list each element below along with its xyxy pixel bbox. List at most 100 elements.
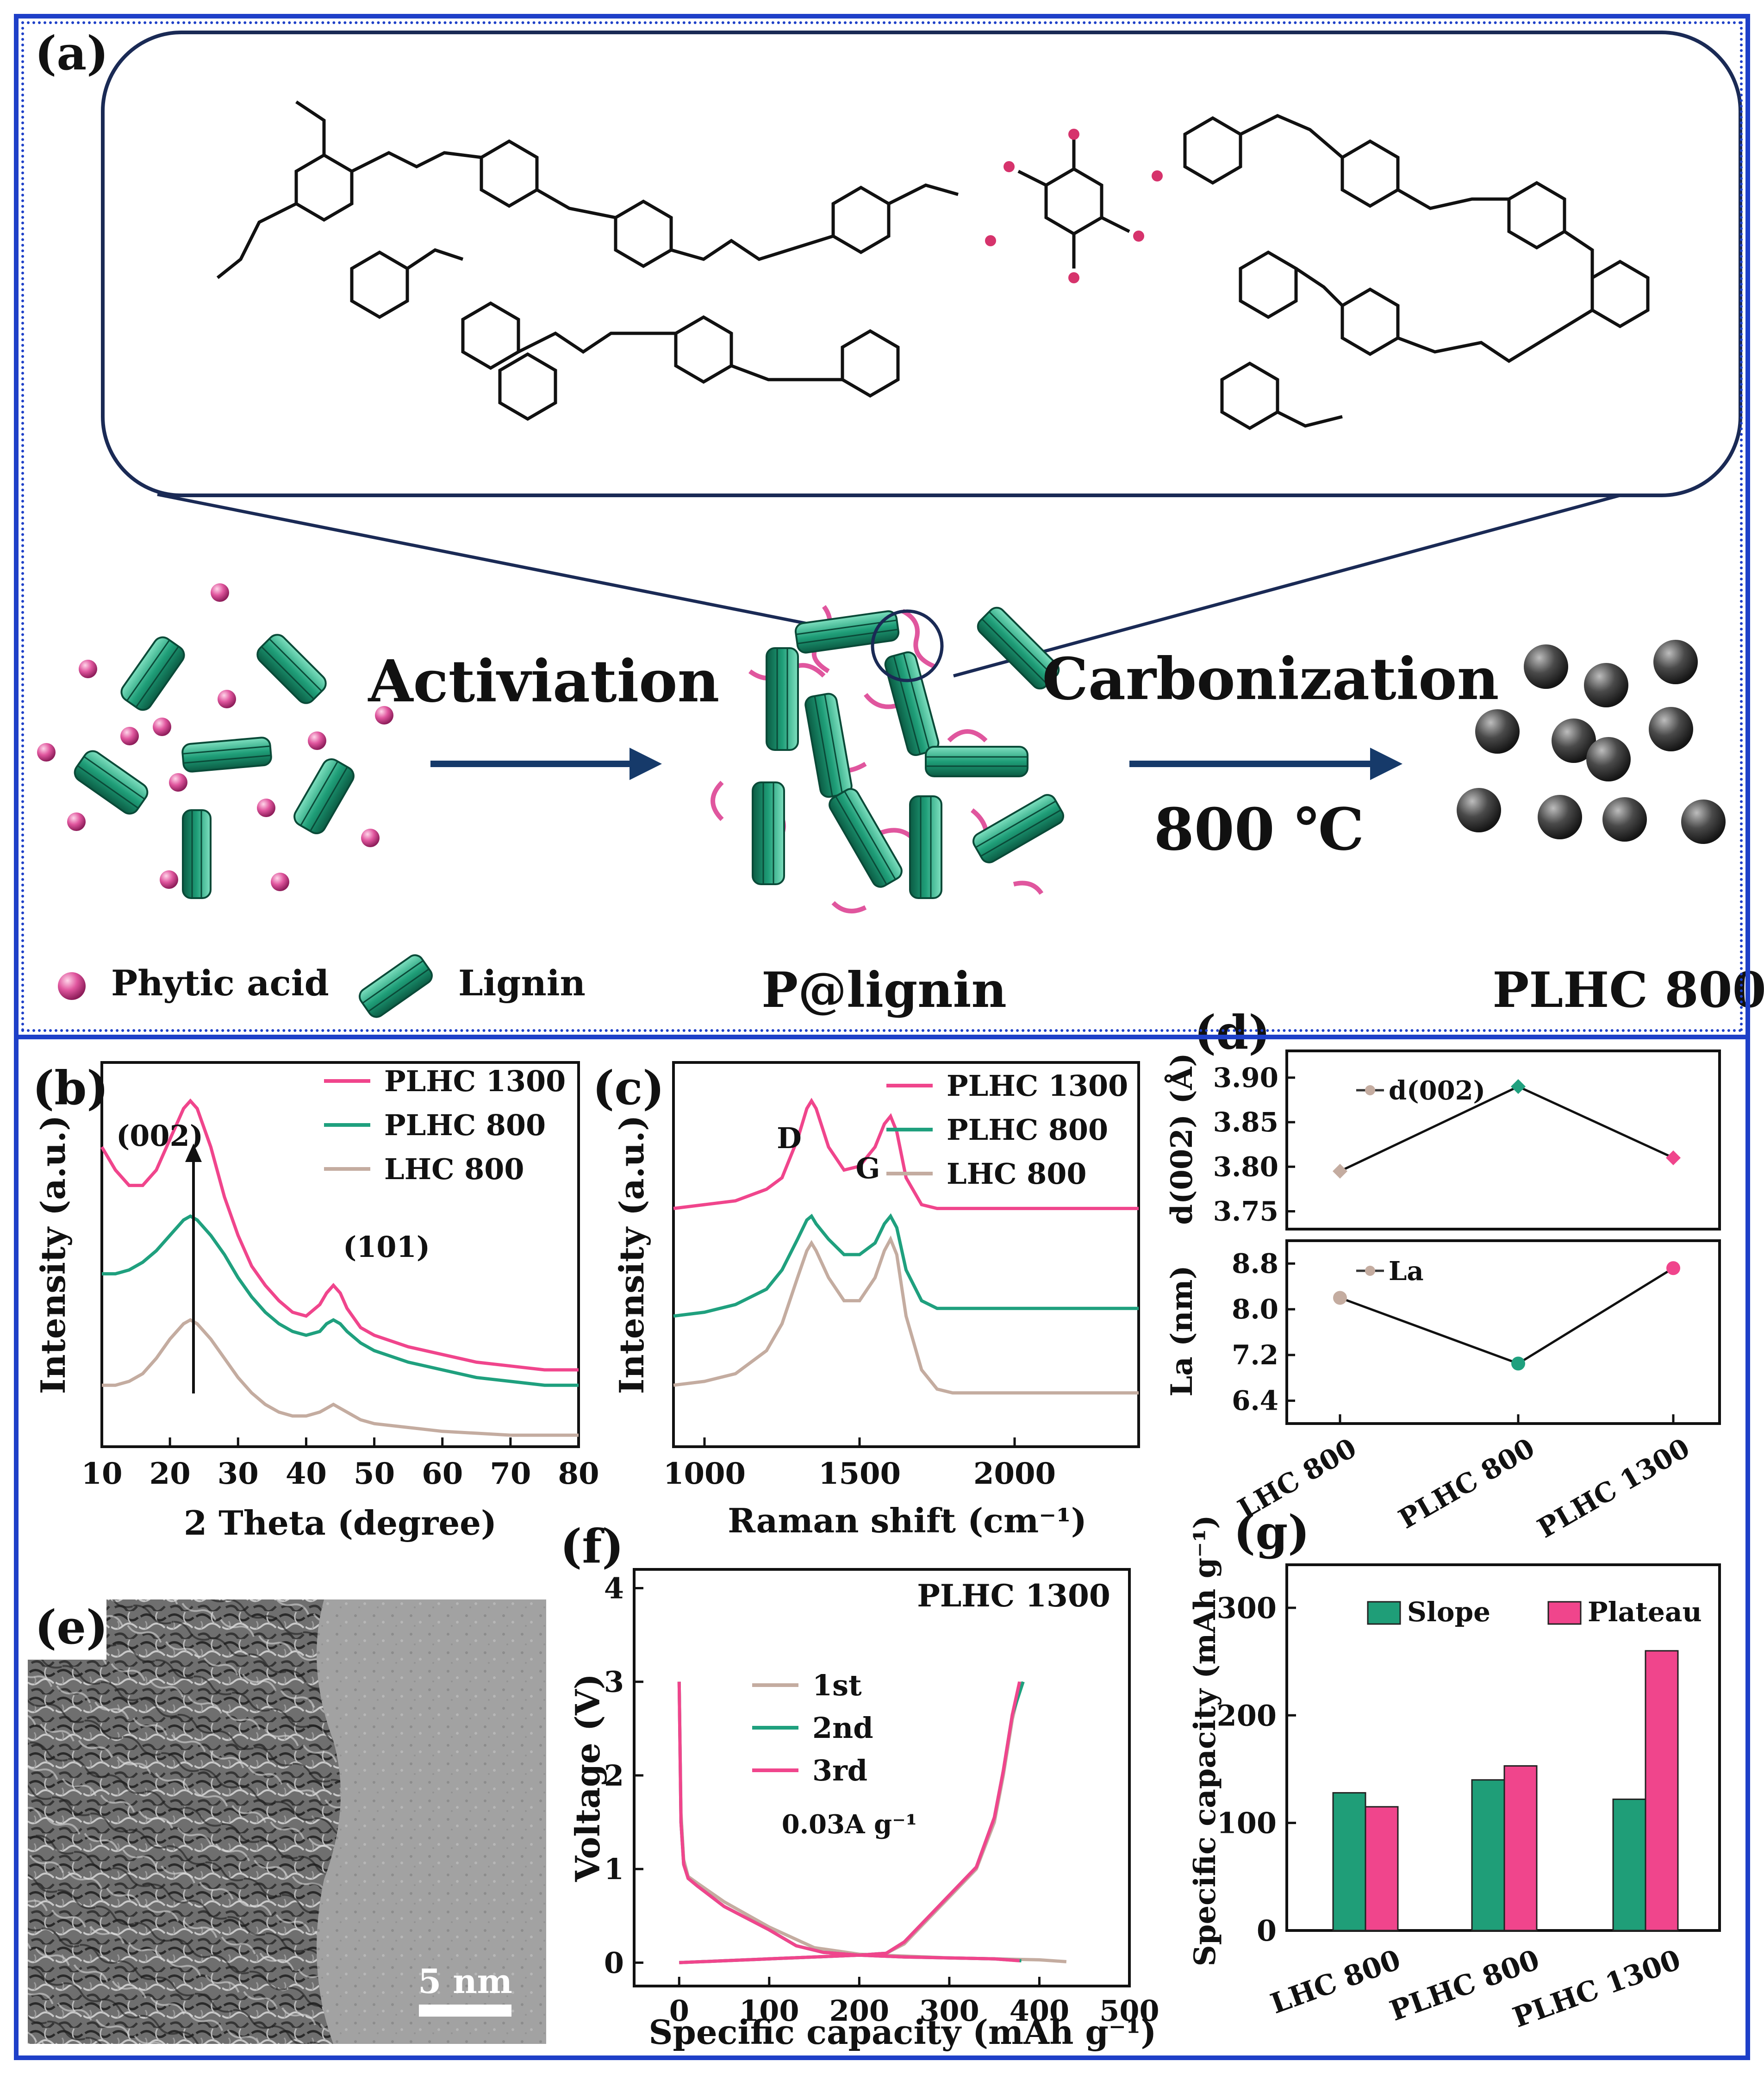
chart-f-rate: 0.03A g⁻¹	[782, 1809, 917, 1840]
chart-f-legend-label-0: 1st	[812, 1668, 862, 1702]
p-lignin-label: P@lignin	[761, 961, 1007, 1018]
chart-d-bottom-legend: La	[1356, 1256, 1424, 1287]
legend-lignin-icon	[359, 954, 433, 1018]
chart-f-discharge-2	[677, 1681, 1020, 1962]
chart-d-bottom-y-label: La (nm)	[1165, 1265, 1199, 1397]
chart-b-x-tick-label-0: 10	[81, 1456, 122, 1491]
chart-c-y-label: Intensity (a.u.)	[612, 1115, 651, 1394]
carbon-spheres	[1457, 640, 1726, 844]
chart-b-trend-arrowhead	[185, 1143, 202, 1162]
chart-d-bottom-plot: 6.4 7.2 8.0 8.8	[1232, 1248, 1680, 1417]
chart-c-peak-D: D	[777, 1121, 802, 1155]
chart-b-series	[100, 1098, 579, 1437]
panel-b: (b) 10 20 30 40 50 60 70 80 2 Theta (degree) In…	[32, 1061, 599, 1543]
chart-c-legend: PLHC 1300 PLHC 800 LHC 800	[886, 1069, 1128, 1191]
chart-b-x-ticks: 10 20 30 40 50 60 70 80	[81, 1437, 599, 1491]
chart-g-y-label: Specific capacity (mAh g⁻¹)	[1188, 1515, 1222, 1966]
chart-c-line-1	[673, 1213, 1139, 1318]
panel-label-e-bg	[28, 1599, 106, 1660]
chart-d-top-legend: d(002)	[1356, 1075, 1485, 1106]
chart-g-y-tick-label-0: 0	[1257, 1914, 1277, 1948]
chart-b-peak-101: (101)	[343, 1230, 430, 1264]
chart-b-line-2	[102, 1318, 579, 1437]
phosphate-groups	[985, 129, 1163, 283]
chart-d-top-point-1	[1511, 1079, 1526, 1094]
chart-g-legend: Slope Plateau	[1367, 1596, 1702, 1628]
chart-f-legend-label-1: 2nd	[812, 1711, 873, 1745]
chart-c-x-label: Raman shift (cm⁻¹)	[728, 1501, 1087, 1540]
chart-f-x-tick-label-5: 500	[1099, 1994, 1159, 2028]
chart-c-legend-label-1: PLHC 800	[947, 1113, 1108, 1147]
chart-g-legend-swatch-0	[1367, 1601, 1401, 1625]
chart-f-series	[677, 1681, 1067, 1964]
scheme-dotted-frame	[21, 21, 1743, 1032]
p-lignin-network	[711, 605, 1065, 913]
panel-e: (e) 5 nm	[28, 1599, 546, 2044]
chart-d-bottom-legend-label: La	[1389, 1256, 1424, 1287]
chart-d-bottom-point-1	[1511, 1356, 1525, 1371]
callout-line-left	[157, 493, 885, 641]
chart-f-x-tick-label-0: 0	[669, 1994, 689, 2028]
chart-f-legend-label-2: 3rd	[812, 1754, 867, 1787]
chart-g-bars	[1332, 1650, 1679, 1931]
chart-d-top-y-tick-label-2: 3.85	[1213, 1106, 1278, 1138]
tem-scale-label: 5 nm	[418, 1962, 512, 2001]
carbonization-arrow	[1129, 748, 1402, 780]
chart-c-frame	[672, 1061, 1140, 1448]
chart-c-peak-G: G	[856, 1151, 880, 1185]
activation-label: Activiation	[368, 648, 720, 715]
chart-f-y-tick-label-1: 1	[604, 1852, 624, 1886]
chart-d-bottom-y-tick-label-3: 8.8	[1232, 1248, 1278, 1279]
chart-f-y-tick-label-4: 4	[604, 1571, 624, 1605]
chart-d-top-point-0	[1333, 1163, 1347, 1179]
chart-f-legend: 1st 2nd 3rd	[752, 1668, 873, 1787]
temperature-label: 800 ℃	[1154, 796, 1364, 863]
chart-f-ticks: 0 100 200 300 400 500 0 1 2 3 4	[604, 1571, 1159, 2028]
chart-f-y-label: Voltage (V)	[568, 1674, 607, 1882]
panel-label-f: (f)	[560, 1519, 624, 1574]
legend-lignin-label: Lignin	[458, 962, 586, 1004]
legend-phytic-label: Phytic acid	[111, 962, 329, 1004]
chart-g-bar-1-0	[1471, 1779, 1505, 1931]
panel-label-a: (a)	[35, 26, 108, 81]
chart-g-legend-swatch-1	[1547, 1601, 1582, 1625]
chart-b-x-tick-label-4: 50	[354, 1456, 395, 1491]
carbonization-label: Carbonization	[1042, 645, 1499, 713]
chart-d-bottom-y-tick-label-0: 6.4	[1232, 1385, 1278, 1417]
figure-frame	[14, 14, 1750, 2060]
chart-g-y-tick-label-3: 300	[1217, 1591, 1277, 1625]
chart-f-title: PLHC 1300	[917, 1578, 1110, 1614]
chart-c-line-0	[673, 1098, 1139, 1210]
chart-g-legend-label-1: Plateau	[1588, 1596, 1702, 1628]
chart-b-line-0	[100, 1098, 579, 1372]
chart-g-bar-0-1	[1365, 1806, 1399, 1931]
chart-d-top-y-tick-label-1: 3.80	[1213, 1151, 1278, 1182]
chart-b-x-label: 2 Theta (degree)	[184, 1503, 497, 1543]
chart-d-bottom-point-0	[1333, 1291, 1347, 1305]
chart-f-y-tick-label-3: 3	[604, 1665, 624, 1699]
panel-label-b: (b)	[32, 1061, 109, 1115]
panel-f: (f) 0 100 200 300 400 500 0 1 2 3 4 Specific capac…	[560, 1519, 1159, 2052]
tem-scale-bar	[419, 2005, 511, 2017]
chart-d-bottom-frame	[1285, 1239, 1721, 1425]
chart-f-frame	[633, 1568, 1131, 1987]
chart-f-x-tick-label-3: 300	[919, 1994, 979, 2028]
chart-g-y-tick-label-1: 100	[1217, 1806, 1277, 1840]
chart-d-top-frame	[1285, 1049, 1721, 1231]
chart-c-x-tick-label-0: 1000	[663, 1456, 746, 1491]
chart-f-x-tick-label-1: 100	[739, 1994, 799, 2028]
chart-f-x-tick-label-2: 200	[829, 1994, 889, 2028]
chart-d-top-y-label: d(002) (Å)	[1165, 1053, 1199, 1224]
chart-c-x-ticks: 1000 1500 2000	[663, 1437, 1056, 1491]
chart-c-x-tick-label-1: 1500	[818, 1456, 901, 1491]
chart-d-top-y-tick-label-0: 3.75	[1213, 1196, 1278, 1227]
tem-carbon-texture	[28, 1599, 341, 2044]
chart-b-x-tick-label-6: 70	[490, 1456, 531, 1491]
chart-b-x-tick-label-7: 80	[558, 1456, 599, 1491]
panel-label-c: (c)	[592, 1061, 665, 1115]
chart-b-legend-label-2: LHC 800	[384, 1152, 524, 1186]
chart-b-legend: PLHC 1300 PLHC 800 LHC 800	[324, 1064, 566, 1186]
chart-d-top-plot: 3.75 3.80 3.85 3.90	[1213, 1062, 1681, 1227]
lignin-bundles-left	[74, 634, 355, 899]
